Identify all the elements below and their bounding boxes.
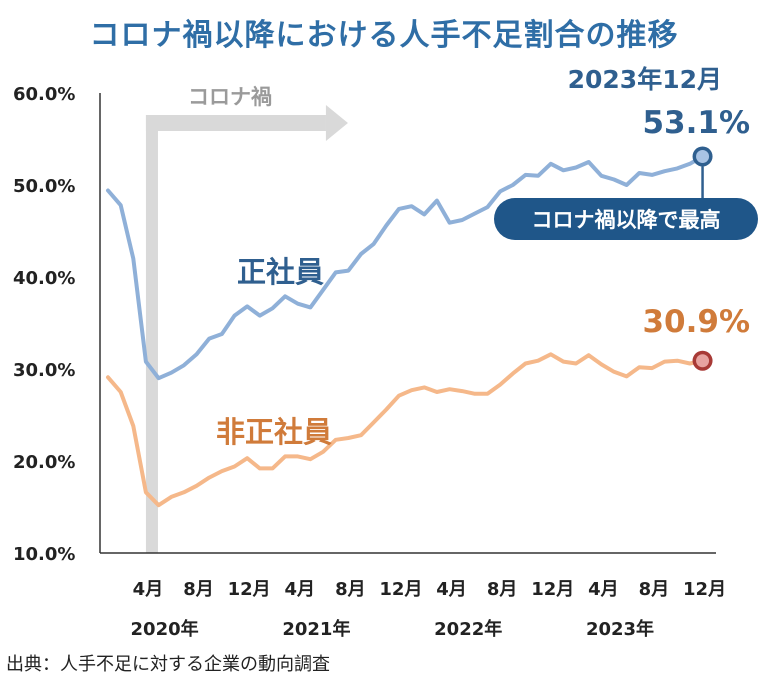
x-tick-label: 12月: [683, 579, 726, 600]
end-marker-nonregular: [696, 354, 710, 368]
y-tick-label: 60.0%: [13, 84, 75, 105]
corona-band: [145, 115, 158, 553]
y-tick-label: 30.0%: [13, 360, 75, 381]
x-tick-label: 8月: [183, 579, 214, 600]
x-tick-label: 4月: [588, 579, 619, 600]
x-tick-label: 8月: [487, 579, 518, 600]
y-tick-label: 10.0%: [13, 544, 75, 565]
x-year-label: 2020年: [131, 618, 199, 640]
end-value-regular: 53.1%: [642, 105, 750, 141]
x-year-label: 2022年: [434, 618, 502, 640]
x-tick-label: 12月: [228, 579, 271, 600]
x-tick-label: 4月: [133, 579, 164, 600]
x-tick-label: 4月: [436, 579, 467, 600]
chart-title: コロナ禍以降における人手不足割合の推移: [89, 18, 679, 53]
callout-bubble: [494, 198, 758, 240]
callout-text: コロナ禍以降で最高: [532, 208, 721, 232]
end-marker-regular: [696, 149, 710, 163]
series-line-nonregular: [106, 352, 705, 508]
series-line-regular: [106, 154, 705, 381]
end-date-label: 2023年12月: [568, 65, 722, 94]
x-tick-label: 12月: [379, 579, 422, 600]
x-tick-label: 8月: [335, 579, 366, 600]
x-year-label: 2021年: [282, 618, 350, 640]
x-tick-label: 8月: [639, 579, 670, 600]
x-tick-label: 4月: [284, 579, 315, 600]
y-tick-label: 40.0%: [13, 268, 75, 289]
series-label-regular: 正社員: [237, 255, 324, 289]
y-tick-label: 50.0%: [13, 176, 75, 197]
series-label-nonregular: 非正社員: [216, 415, 332, 449]
source-note: 出典：人手不足に対する企業の動向調査: [6, 654, 330, 675]
corona-arrow-shaft: [145, 115, 326, 131]
x-tick-label: 12月: [531, 579, 574, 600]
corona-label: コロナ禍: [188, 85, 272, 109]
corona-arrow-head: [325, 105, 348, 141]
end-value-nonregular: 30.9%: [642, 304, 750, 340]
x-year-label: 2023年: [586, 618, 654, 640]
y-tick-label: 20.0%: [13, 452, 75, 473]
